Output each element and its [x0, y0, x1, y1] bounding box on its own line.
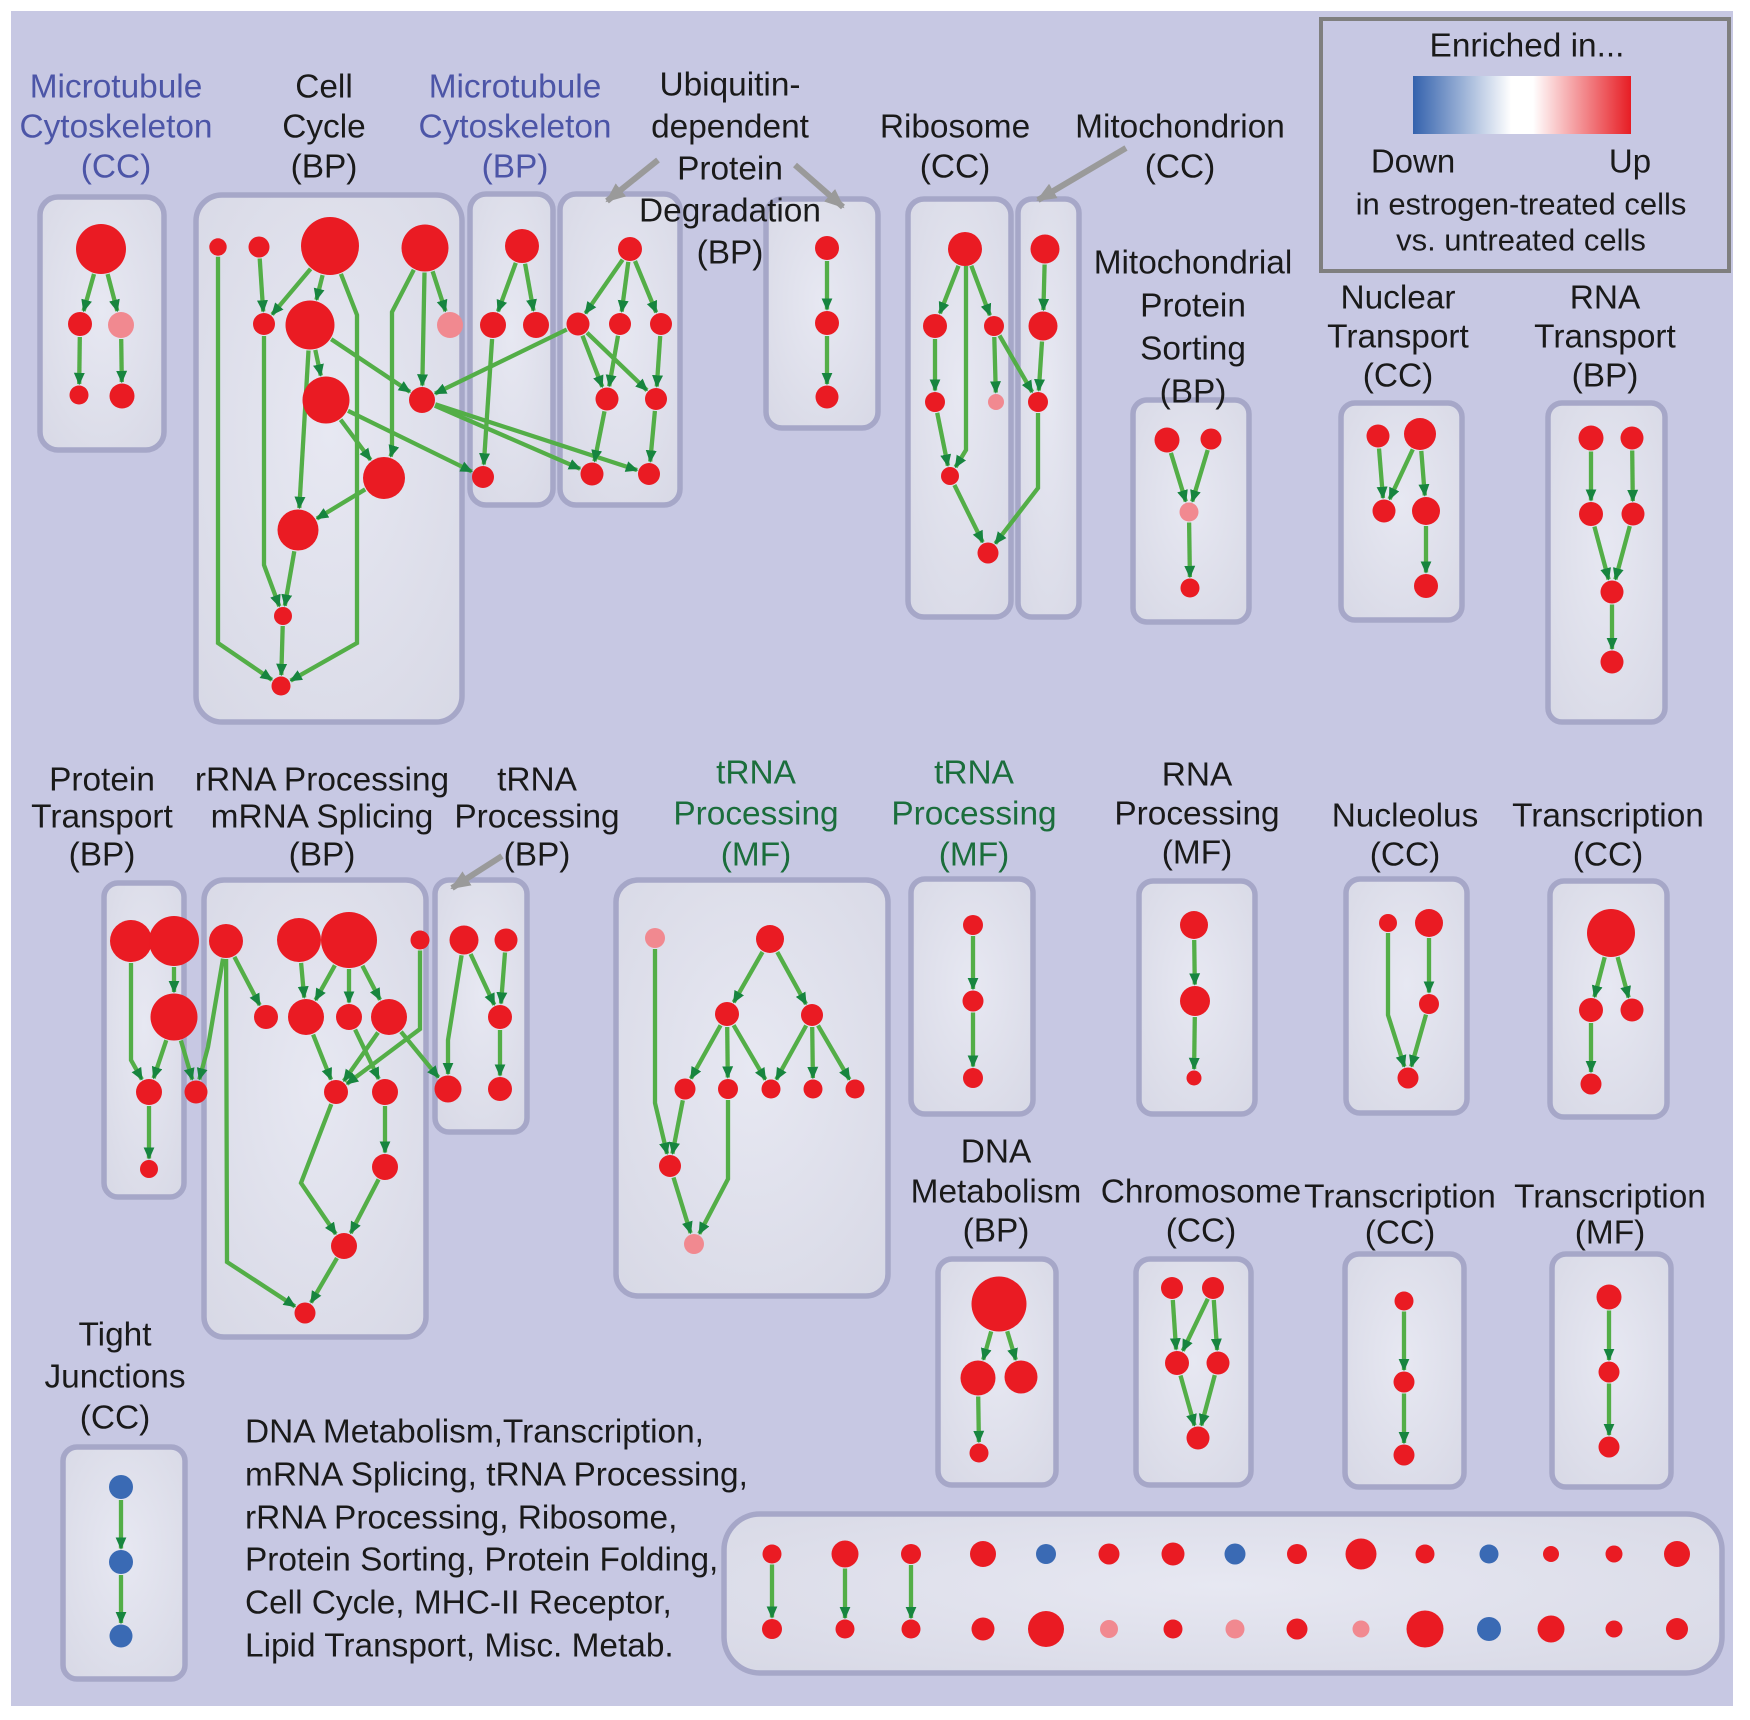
svg-text:DNA: DNA — [961, 1134, 1032, 1171]
svg-text:(BP): (BP) — [963, 1213, 1030, 1250]
svg-text:Cytoskeleton: Cytoskeleton — [19, 109, 212, 146]
svg-text:rRNA Processing: rRNA Processing — [195, 762, 449, 799]
svg-text:(MF): (MF) — [1162, 835, 1232, 872]
svg-text:(BP): (BP) — [697, 235, 764, 272]
svg-text:(BP): (BP) — [291, 149, 358, 186]
svg-text:(CC): (CC) — [1145, 149, 1215, 186]
svg-text:(BP): (BP) — [289, 837, 356, 874]
svg-text:(MF): (MF) — [939, 837, 1009, 874]
svg-text:Lipid Transport, Misc. Metab.: Lipid Transport, Misc. Metab. — [245, 1628, 674, 1665]
svg-text:Transcription: Transcription — [1514, 1179, 1706, 1216]
svg-text:in estrogen-treated cells: in estrogen-treated cells — [1356, 187, 1687, 222]
svg-text:Ribosome: Ribosome — [880, 109, 1030, 146]
svg-text:Enriched in...: Enriched in... — [1430, 28, 1625, 65]
svg-text:tRNA: tRNA — [716, 755, 797, 792]
svg-text:Cell Cycle, MHC-II Receptor,: Cell Cycle, MHC-II Receptor, — [245, 1585, 672, 1622]
svg-text:RNA: RNA — [1570, 280, 1641, 317]
svg-text:Protein: Protein — [1140, 288, 1246, 325]
svg-text:Microtubule: Microtubule — [429, 69, 602, 106]
svg-text:Down: Down — [1371, 143, 1455, 180]
svg-text:Processing: Processing — [673, 796, 838, 833]
svg-text:Microtubule: Microtubule — [30, 69, 203, 106]
svg-text:RNA: RNA — [1162, 757, 1233, 794]
svg-text:(BP): (BP) — [1572, 358, 1639, 395]
svg-text:Metabolism: Metabolism — [911, 1174, 1082, 1211]
svg-text:Sorting: Sorting — [1140, 331, 1246, 368]
svg-text:Chromosome: Chromosome — [1101, 1174, 1301, 1211]
svg-text:(CC): (CC) — [1370, 837, 1440, 874]
svg-text:Ubiquitin-: Ubiquitin- — [659, 67, 800, 104]
svg-text:Nucleolus: Nucleolus — [1332, 798, 1479, 835]
svg-text:Junctions: Junctions — [44, 1359, 185, 1396]
svg-text:rRNA Processing, Ribosome,: rRNA Processing, Ribosome, — [245, 1500, 677, 1537]
svg-text:(BP): (BP) — [1160, 374, 1227, 411]
svg-text:(MF): (MF) — [1575, 1215, 1645, 1252]
svg-text:Protein: Protein — [49, 762, 155, 799]
svg-text:Up: Up — [1609, 143, 1651, 180]
svg-text:Processing: Processing — [454, 799, 619, 836]
svg-text:Transcription: Transcription — [1304, 1179, 1496, 1216]
svg-text:Transcription: Transcription — [1512, 798, 1704, 835]
svg-text:(MF): (MF) — [721, 837, 791, 874]
svg-text:(CC): (CC) — [1363, 358, 1433, 395]
svg-text:tRNA: tRNA — [497, 762, 578, 799]
svg-text:(BP): (BP) — [69, 837, 136, 874]
svg-text:Transport: Transport — [1534, 319, 1676, 356]
svg-text:mRNA Splicing, tRNA Processing: mRNA Splicing, tRNA Processing, — [245, 1457, 748, 1494]
svg-text:(CC): (CC) — [81, 149, 151, 186]
svg-text:(CC): (CC) — [920, 149, 990, 186]
svg-text:mRNA Splicing: mRNA Splicing — [211, 799, 434, 836]
svg-text:(BP): (BP) — [482, 149, 549, 186]
svg-text:Transport: Transport — [31, 799, 173, 836]
svg-text:Nuclear: Nuclear — [1340, 280, 1455, 317]
svg-text:(BP): (BP) — [504, 837, 571, 874]
svg-text:(CC): (CC) — [80, 1400, 150, 1437]
svg-text:(CC): (CC) — [1365, 1215, 1435, 1252]
svg-text:Mitochondrion: Mitochondrion — [1075, 109, 1285, 146]
svg-text:dependent: dependent — [651, 109, 810, 146]
svg-text:Processing: Processing — [1114, 796, 1279, 833]
svg-text:Transport: Transport — [1327, 319, 1469, 356]
svg-text:Degradation: Degradation — [639, 193, 821, 230]
svg-text:Mitochondrial: Mitochondrial — [1094, 245, 1293, 282]
svg-text:Processing: Processing — [891, 796, 1056, 833]
svg-text:tRNA: tRNA — [934, 755, 1015, 792]
svg-text:Cycle: Cycle — [282, 109, 366, 146]
svg-text:Protein Sorting, Protein Foldi: Protein Sorting, Protein Folding, — [245, 1542, 718, 1579]
svg-text:Tight: Tight — [79, 1317, 153, 1354]
svg-text:vs. untreated cells: vs. untreated cells — [1396, 223, 1646, 258]
svg-text:Cytoskeleton: Cytoskeleton — [418, 109, 611, 146]
svg-text:Cell: Cell — [295, 69, 353, 106]
svg-text:(CC): (CC) — [1166, 1213, 1236, 1250]
svg-text:Protein: Protein — [677, 151, 783, 188]
svg-text:(CC): (CC) — [1573, 837, 1643, 874]
svg-text:DNA Metabolism,Transcription,: DNA Metabolism,Transcription, — [245, 1414, 704, 1451]
